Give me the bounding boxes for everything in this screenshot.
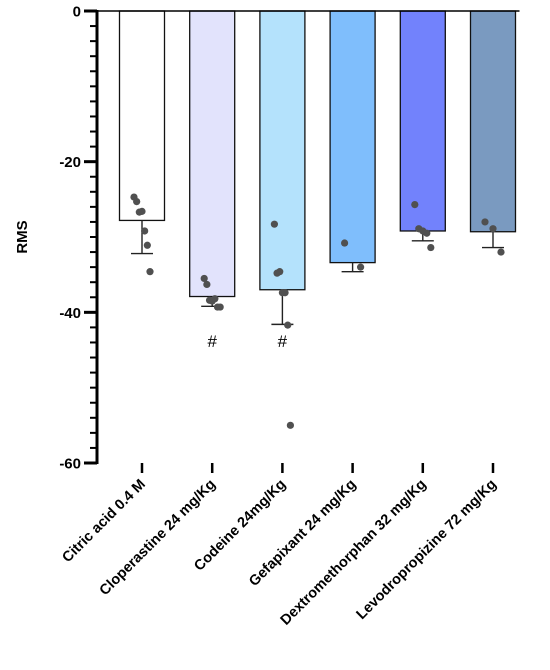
bar-1 [189,10,236,298]
data-point-3-1 [357,263,365,271]
data-point-2-4 [281,289,289,297]
data-point-0-4 [141,227,149,235]
data-point-1-1 [203,280,211,289]
data-point-5-2 [497,248,505,256]
y-tick-label-2: -40 [59,305,81,322]
points-group [130,193,505,429]
data-point-4-0 [411,201,419,209]
category-label-1: Cloperastine 24 mg/Kg [97,477,219,599]
significance-annotation-1: # [207,332,217,351]
data-point-2-5 [284,321,292,329]
data-point-0-1 [133,197,141,206]
error-bars-group [131,220,504,326]
significance-annotation-2: # [278,332,288,351]
data-point-3-0 [341,239,349,247]
axes-group [84,9,520,473]
data-point-4-4 [427,243,435,252]
bar-0 [118,10,166,222]
data-point-5-0 [481,218,489,226]
data-point-1-0 [200,274,208,283]
category-label-4: Dextromethorphan 32 mg/Kg [278,477,430,629]
y-tick-label-3: -60 [59,456,81,473]
data-point-2-2 [276,268,284,276]
bars-group [118,10,517,298]
data-point-5-1 [489,225,497,233]
bar-5 [469,10,517,233]
data-point-1-4 [211,295,219,303]
data-point-2-6 [286,421,294,429]
y-tick-label-1: -20 [59,154,81,171]
y-axis-label: RMS [14,220,31,253]
category-label-5: Levodropropizine 72 mg/Kg [354,477,500,623]
data-point-1-6 [216,303,224,311]
data-point-0-6 [146,268,154,276]
bar-3 [329,10,376,264]
bar-2 [259,10,306,291]
data-point-4-3 [423,229,431,237]
data-point-2-0 [270,220,278,228]
y-tick-label-0: 0 [73,4,81,21]
data-point-0-5 [143,241,151,249]
data-point-0-3 [138,207,146,215]
bar-4 [399,10,446,232]
